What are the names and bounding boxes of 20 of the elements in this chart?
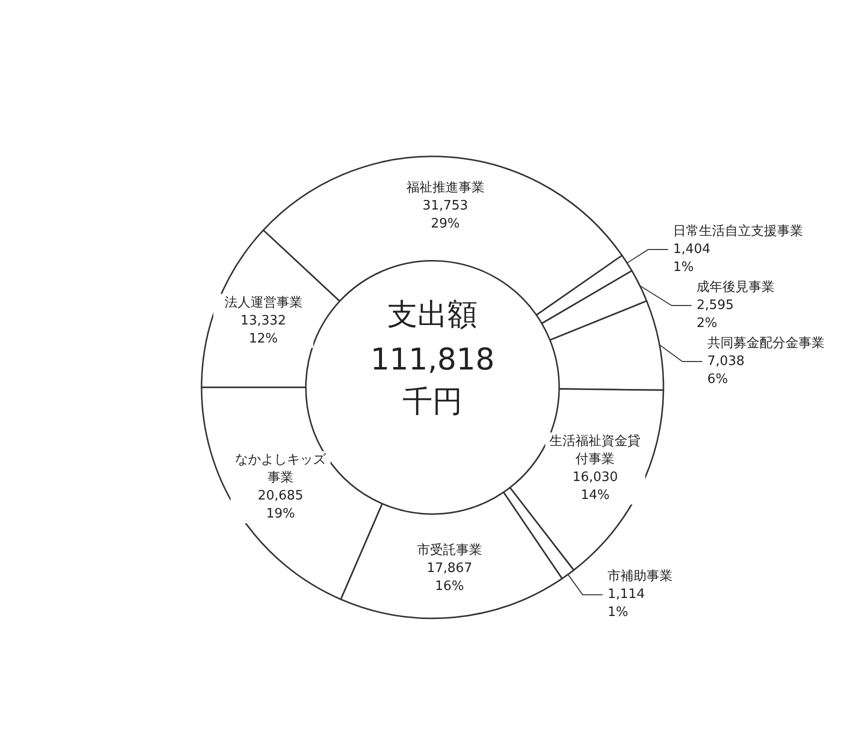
data-label: 17,867 16% [426,560,472,594]
data-label: 1,404 1% [673,242,710,276]
data-label: 20,685 19% [258,488,304,522]
text: 支出額 [388,298,478,332]
slice-label: 成年後見事業 [696,280,775,296]
data-label: 7,038 6% [707,354,745,388]
slice-label: 市補助事業 [608,569,673,584]
data-label: 31,753 29% [422,198,468,232]
data-label: 2,595 2% [696,298,734,332]
slice-label: 市受託事業 [416,542,482,558]
slice-label: 共同募金配分金事業 [707,336,824,352]
slice-label: 生活福祉資金貸付事業 [550,434,641,467]
data-label: 16,030 14% [572,470,618,503]
data-label: 1,114 1% [608,587,645,620]
slice-label: 日常生活自立支援事業 [673,223,804,240]
slice-label: なかよしキッズ事業 [235,452,328,486]
slice-label: 福祉推進事業 [406,180,484,196]
data-label: 13,332 12% [240,313,286,346]
slice-label: 法人運営事業 [224,295,302,310]
text: 111,818 千円 [370,342,495,420]
